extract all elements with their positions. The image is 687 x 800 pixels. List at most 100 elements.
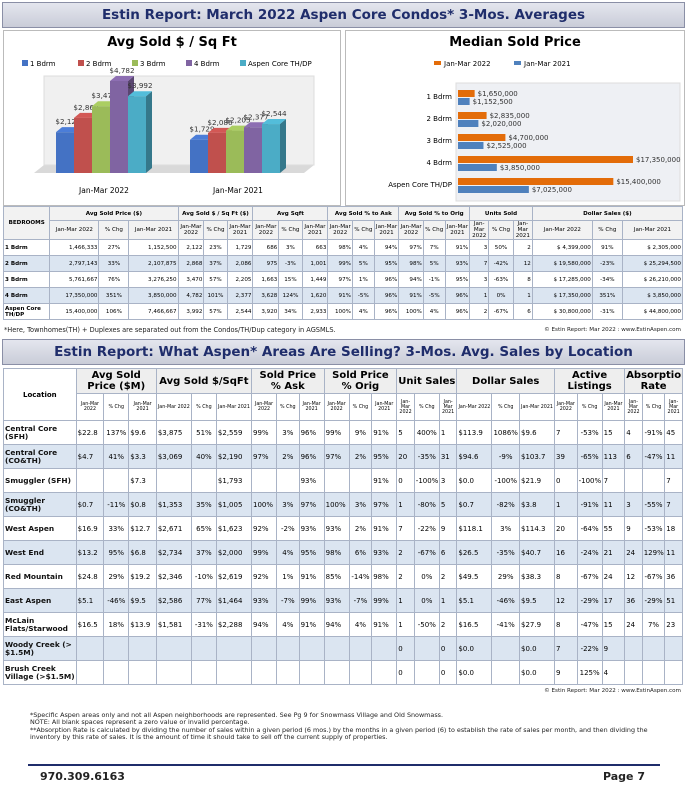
- chart: Median Sold Price Jan-Mar 2022 Jan-Mar 202…: [388, 35, 681, 202]
- cell: 91%: [398, 287, 424, 304]
- bar: [74, 117, 92, 173]
- subcolumn-header: Jan-Mar 2021: [373, 220, 400, 240]
- cell: [371, 660, 398, 685]
- subcolumn-header: Jan-Mar 2021: [512, 220, 533, 240]
- cell: 1: [396, 492, 415, 517]
- bar: [226, 130, 244, 173]
- subcolumn-header: Jan-Mar 2022: [469, 220, 490, 240]
- cell: 7: [554, 636, 578, 661]
- cell: [413, 660, 440, 685]
- cell: 15: [601, 420, 626, 445]
- cell: [348, 468, 373, 493]
- value-label: $2,086: [207, 118, 233, 127]
- column-header: Dollar Sales: [456, 368, 556, 394]
- cell: 1086%: [491, 420, 520, 445]
- cell: 97%: [371, 492, 398, 517]
- cell: 97%: [323, 444, 350, 469]
- cell: 96%: [298, 420, 325, 445]
- cell: $ 4,399,000: [531, 239, 593, 256]
- legend-swatch: [514, 61, 521, 65]
- cell: $21.9: [518, 468, 556, 493]
- cell: 1,663: [252, 271, 280, 288]
- category-label: 3 Bdrm: [427, 137, 453, 145]
- cell: 97%: [327, 271, 353, 288]
- cell: 4: [624, 420, 643, 445]
- cell: 351%: [591, 287, 623, 304]
- cell: 97%: [298, 492, 325, 517]
- cell: 95%: [373, 255, 400, 272]
- cell: 3,992: [177, 303, 205, 320]
- cell: 99%: [298, 588, 325, 613]
- cell: -11%: [103, 492, 130, 517]
- column-header: Sold Price % Ask: [250, 368, 325, 394]
- subcolumn-header: % Chg: [422, 220, 446, 240]
- cell: $16.5: [456, 612, 493, 637]
- cell: 101%: [203, 287, 228, 304]
- row-label: McLain Flats/Starwood: [3, 612, 77, 637]
- column-header: Avg Sold $ / Sq Ft ($): [177, 206, 254, 221]
- page-number: Page 7: [602, 770, 645, 783]
- subcolumn-header: Jan-Mar 2021: [444, 220, 471, 240]
- cell: $103.7: [518, 444, 556, 469]
- cell: [298, 636, 325, 661]
- cell: $3.8: [518, 492, 556, 517]
- legend-swatch: [186, 60, 192, 66]
- subcolumn-header: % Chg: [488, 220, 514, 240]
- cell: 2,797,143: [49, 255, 100, 272]
- subcolumn-header: % Chg: [190, 393, 217, 421]
- cell: 96%: [373, 287, 400, 304]
- bar-top: [128, 91, 152, 97]
- cell: 94%: [398, 271, 424, 288]
- cell: 106%: [98, 303, 130, 320]
- cell: 36: [664, 564, 683, 589]
- cell: 41%: [103, 444, 130, 469]
- cell: 1: [554, 492, 578, 517]
- cell: 2,122: [177, 239, 205, 256]
- cell: [323, 636, 350, 661]
- bar: [458, 178, 614, 185]
- cell: [75, 468, 105, 493]
- cell: 8: [512, 271, 533, 288]
- cell: [190, 636, 217, 661]
- value-label: $3,470: [91, 91, 117, 100]
- cell: 3: [624, 492, 643, 517]
- table: Location Avg Sold Price ($M) Avg Sold $/Sq…: [3, 368, 683, 685]
- cell: 92%: [250, 564, 278, 589]
- cell: 91%: [371, 420, 398, 445]
- cell: -1%: [422, 271, 446, 288]
- bar: [190, 139, 208, 173]
- subcolumn-header: Jan-Mar 2022: [456, 393, 493, 421]
- cell: [413, 636, 440, 661]
- bar: [458, 156, 633, 163]
- header: Estin Report: What Aspen* Areas Are Sell…: [2, 339, 685, 365]
- value-label: $7,025,000: [532, 186, 572, 194]
- cell: $27.9: [518, 612, 556, 637]
- bar: [458, 98, 470, 105]
- cell: 6: [512, 303, 533, 320]
- cell: 11: [664, 540, 683, 565]
- row-label: West Aspen: [3, 516, 77, 541]
- cell: -35%: [413, 444, 440, 469]
- cell: -2%: [276, 516, 300, 541]
- cell: 100%: [398, 303, 424, 320]
- cell: -34%: [591, 271, 623, 288]
- cell: 137%: [103, 420, 130, 445]
- note: NOTE: All blank spaces represent a zero …: [30, 718, 250, 727]
- cell: -41%: [491, 612, 520, 637]
- cell: 27%: [98, 239, 130, 256]
- row: Smuggler (SFH) $7.3 $1,793 93% 91% 0 -100% 3 $0.…: [3, 468, 683, 493]
- subcolumn-header: Jan-Mar 2021: [371, 393, 398, 421]
- cell: [371, 636, 398, 661]
- subcolumn-header: Jan-Mar 2021: [226, 220, 254, 240]
- cell: [348, 660, 373, 685]
- cell: 9: [438, 516, 458, 541]
- row-label: 4 Bdrm: [2, 287, 51, 304]
- cell: 4%: [351, 239, 375, 256]
- cell: 24: [624, 540, 643, 565]
- value-label: $2,377: [243, 112, 268, 121]
- cell: 1: [438, 420, 458, 445]
- cell: $0.0: [456, 660, 493, 685]
- cell: 12: [512, 255, 533, 272]
- subheader-row: Jan-Mar 2022% Chg Jan-Mar 2021 Jan-Mar 202…: [4, 220, 684, 240]
- cell: $26.5: [456, 540, 493, 565]
